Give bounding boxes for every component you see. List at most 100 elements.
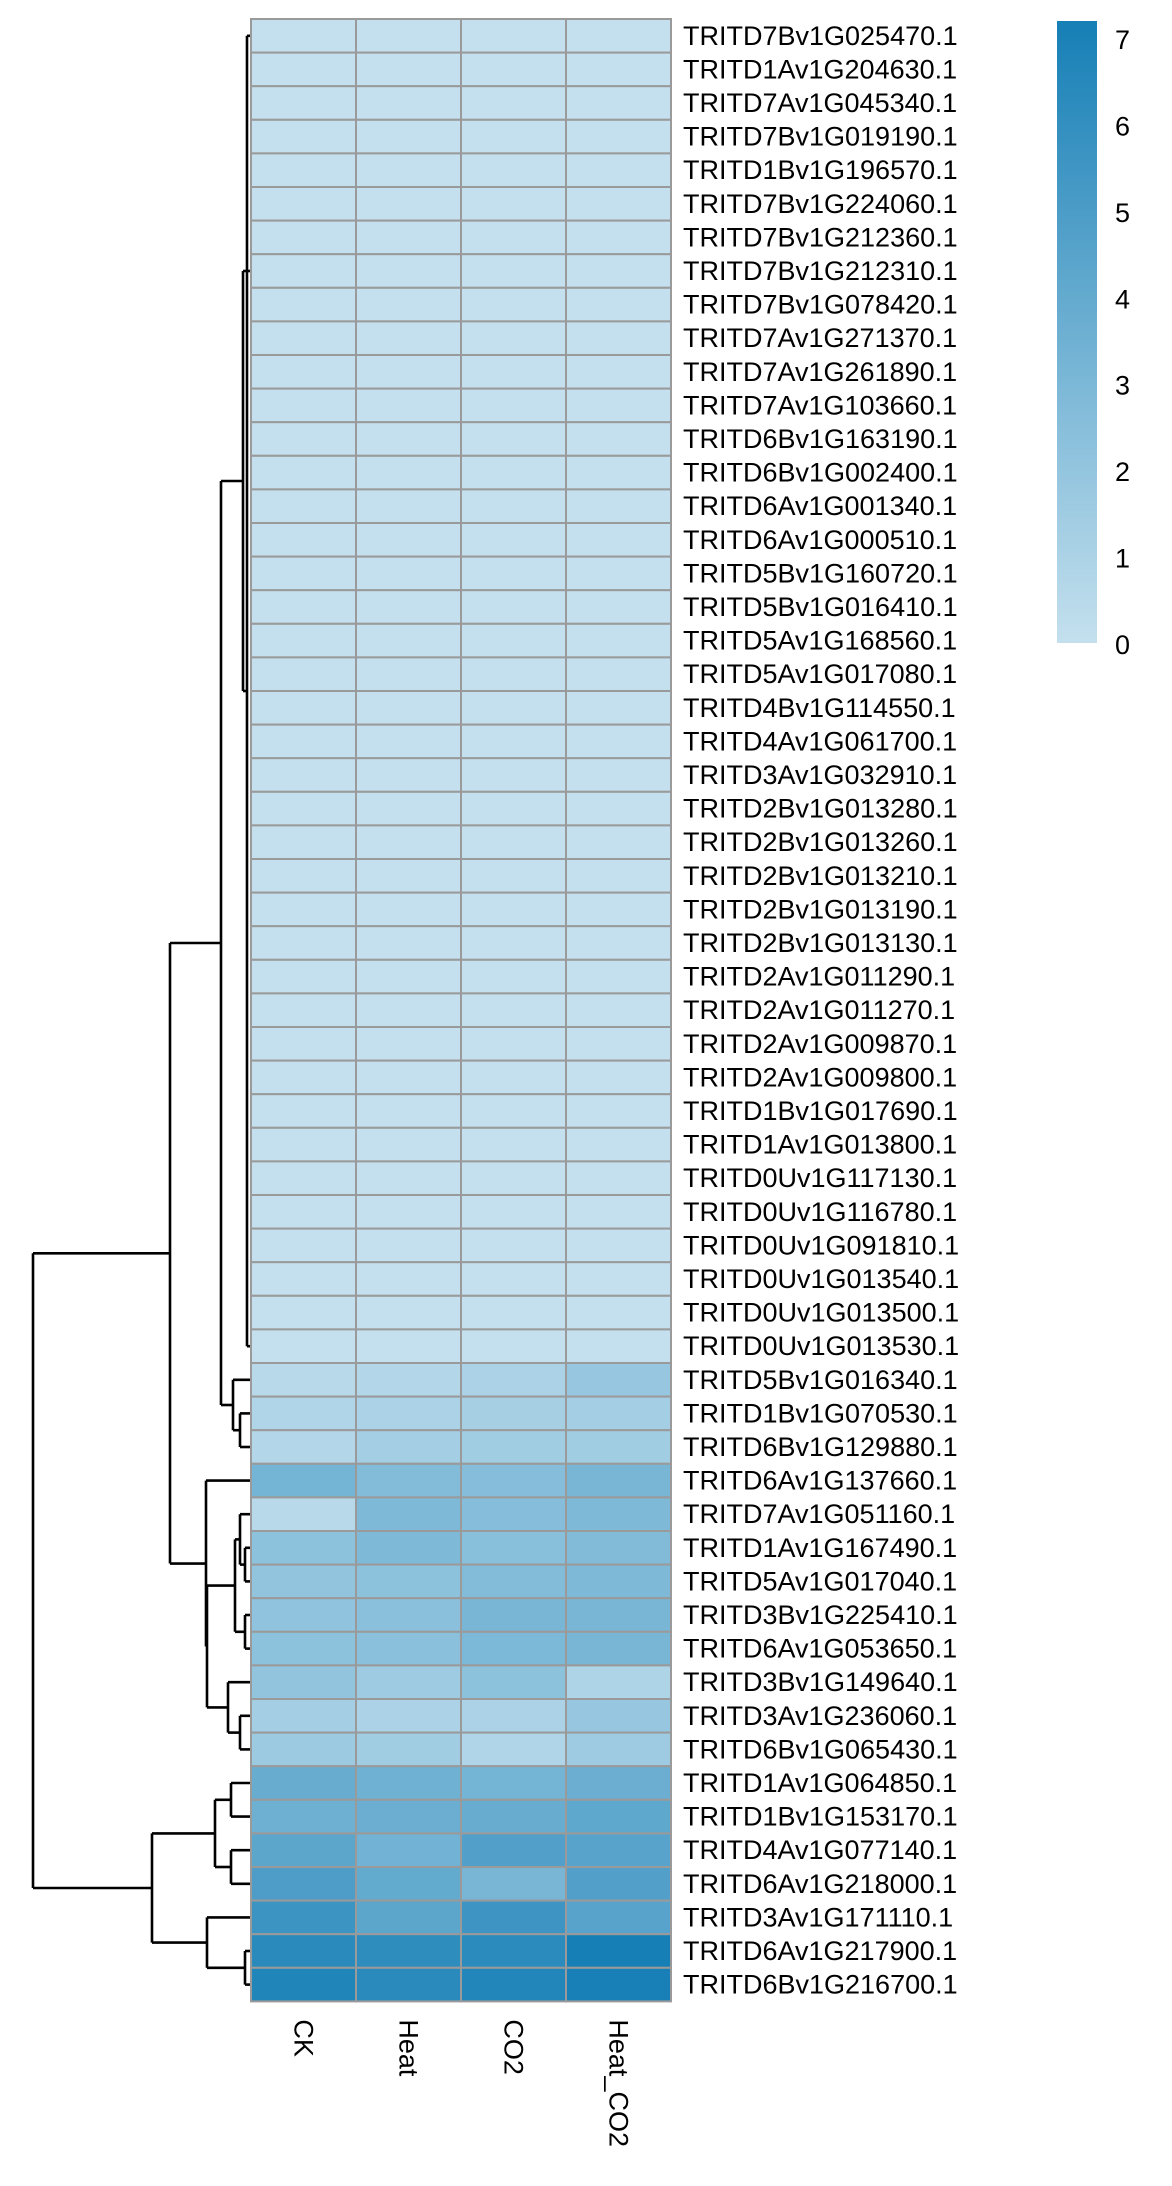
row-label: TRITD6Av1G053650.1: [683, 1634, 957, 1664]
heatmap-cell: [250, 421, 357, 457]
row-dendrogram: [31, 34, 250, 1986]
heatmap-cell: [355, 118, 462, 155]
heatmap-cell: [460, 1026, 567, 1062]
heatmap-cell: [460, 18, 567, 54]
heatmap-cell: [250, 118, 357, 155]
heatmap-cell: [460, 1798, 567, 1835]
row-label: TRITD6Av1G000510.1: [683, 525, 957, 555]
column-label: CK: [289, 2019, 319, 2057]
heatmap-cell: [355, 522, 462, 558]
heatmap-cell: [565, 958, 672, 995]
row-label: TRITD6Bv1G002400.1: [683, 458, 958, 488]
row-label: TRITD3Av1G032910.1: [683, 760, 957, 790]
heatmap-cell: [460, 790, 567, 827]
heatmap-cell: [250, 1966, 357, 2003]
column-label: CO2: [499, 2019, 529, 2075]
row-label: TRITD5Bv1G016410.1: [683, 592, 958, 622]
heatmap-cell: [460, 1933, 567, 1969]
heatmap-cell: [565, 219, 672, 256]
heatmap-cell: [250, 1698, 357, 1734]
heatmap-cell: [355, 589, 462, 625]
heatmap-cell: [565, 454, 672, 491]
row-label: TRITD4Bv1G114550.1: [683, 693, 956, 723]
heatmap-cell: [460, 589, 567, 625]
row-label: TRITD6Bv1G163190.1: [683, 424, 958, 454]
heatmap-cell: [355, 320, 462, 356]
heatmap-cell: [250, 1496, 357, 1533]
heatmap-cell: [565, 186, 672, 222]
heatmap-cell: [460, 1059, 567, 1096]
heatmap-cell: [565, 1698, 672, 1734]
legend-tick-label: 3: [1115, 371, 1130, 401]
heatmap-cell: [565, 1731, 672, 1768]
row-label: TRITD6Av1G218000.1: [683, 1869, 957, 1899]
row-label: TRITD1Bv1G070530.1: [683, 1398, 958, 1428]
heatmap-cell: [355, 1261, 462, 1297]
heatmap-cell: [565, 1765, 672, 1801]
heatmap-cell: [565, 51, 672, 88]
row-label: TRITD5Av1G168560.1: [683, 626, 957, 656]
heatmap-cell: [355, 1160, 462, 1197]
heatmap-cell: [355, 1126, 462, 1163]
heatmap-cell: [250, 522, 357, 558]
heatmap-cell: [460, 1530, 567, 1566]
heatmap-cell: [355, 992, 462, 1029]
row-label: TRITD1Bv1G017690.1: [683, 1096, 958, 1126]
legend-tick-label: 2: [1115, 457, 1130, 487]
heatmap-cell: [355, 1362, 462, 1398]
row-label: TRITD7Av1G045340.1: [683, 88, 957, 118]
heatmap-cell: [565, 1866, 672, 1902]
heatmap-cell: [250, 1429, 357, 1465]
heatmap-cells: [250, 18, 672, 2003]
heatmap-cell: [460, 1160, 567, 1197]
heatmap-cell: [565, 1294, 672, 1331]
row-label: TRITD6Av1G001340.1: [683, 491, 957, 521]
heatmap-cell: [250, 1194, 357, 1230]
heatmap-cell: [355, 1597, 462, 1633]
row-label: TRITD2Av1G011290.1: [683, 962, 955, 992]
row-label: TRITD7Bv1G224060.1: [683, 189, 958, 219]
row-label: TRITD6Bv1G129880.1: [683, 1432, 958, 1462]
heatmap-cell: [565, 387, 672, 424]
row-label: TRITD5Bv1G160720.1: [683, 558, 958, 588]
heatmap-cell: [355, 1530, 462, 1566]
heatmap-cell: [565, 925, 672, 961]
heatmap-cell: [250, 858, 357, 894]
heatmap-cell: [355, 1026, 462, 1062]
heatmap-cell: [355, 1698, 462, 1734]
heatmap-cell: [460, 488, 567, 524]
legend-tick-label: 6: [1115, 111, 1130, 141]
heatmap-cell: [355, 858, 462, 894]
heatmap-cell: [355, 1395, 462, 1432]
heatmap-cell: [565, 723, 672, 760]
row-label: TRITD7Av1G103660.1: [683, 390, 957, 420]
legend-tick-label: 5: [1115, 198, 1130, 228]
heatmap-cell: [460, 723, 567, 760]
row-label: TRITD1Av1G013800.1: [683, 1130, 957, 1160]
heatmap-cell: [565, 1462, 672, 1499]
legend-tick-label: 4: [1115, 284, 1130, 314]
heatmap-cell: [250, 1093, 357, 1129]
heatmap-cell: [355, 219, 462, 256]
heatmap-cell: [565, 1059, 672, 1096]
heatmap-cell: [250, 690, 357, 726]
heatmap-cell: [565, 488, 672, 524]
heatmap-cell: [565, 18, 672, 54]
row-label: TRITD2Bv1G013130.1: [683, 928, 958, 958]
heatmap-cell: [565, 1194, 672, 1230]
heatmap-cell: [355, 1227, 462, 1264]
row-label: TRITD2Bv1G013280.1: [683, 794, 958, 824]
heatmap-cell: [460, 757, 567, 793]
heatmap-cell: [250, 1664, 357, 1701]
heatmap-cell: [460, 1899, 567, 1936]
heatmap-cell: [460, 1496, 567, 1533]
heatmap-cell: [355, 1933, 462, 1969]
row-label: TRITD3Av1G171110.1: [683, 1902, 953, 1932]
row-label: TRITD7Bv1G212310.1: [683, 256, 958, 286]
row-label: TRITD3Bv1G149640.1: [683, 1667, 958, 1697]
legend-tick-label: 1: [1115, 544, 1130, 574]
heatmap-cell: [460, 186, 567, 222]
row-label: TRITD0Uv1G116780.1: [683, 1197, 957, 1227]
heatmap-cell: [565, 1832, 672, 1869]
